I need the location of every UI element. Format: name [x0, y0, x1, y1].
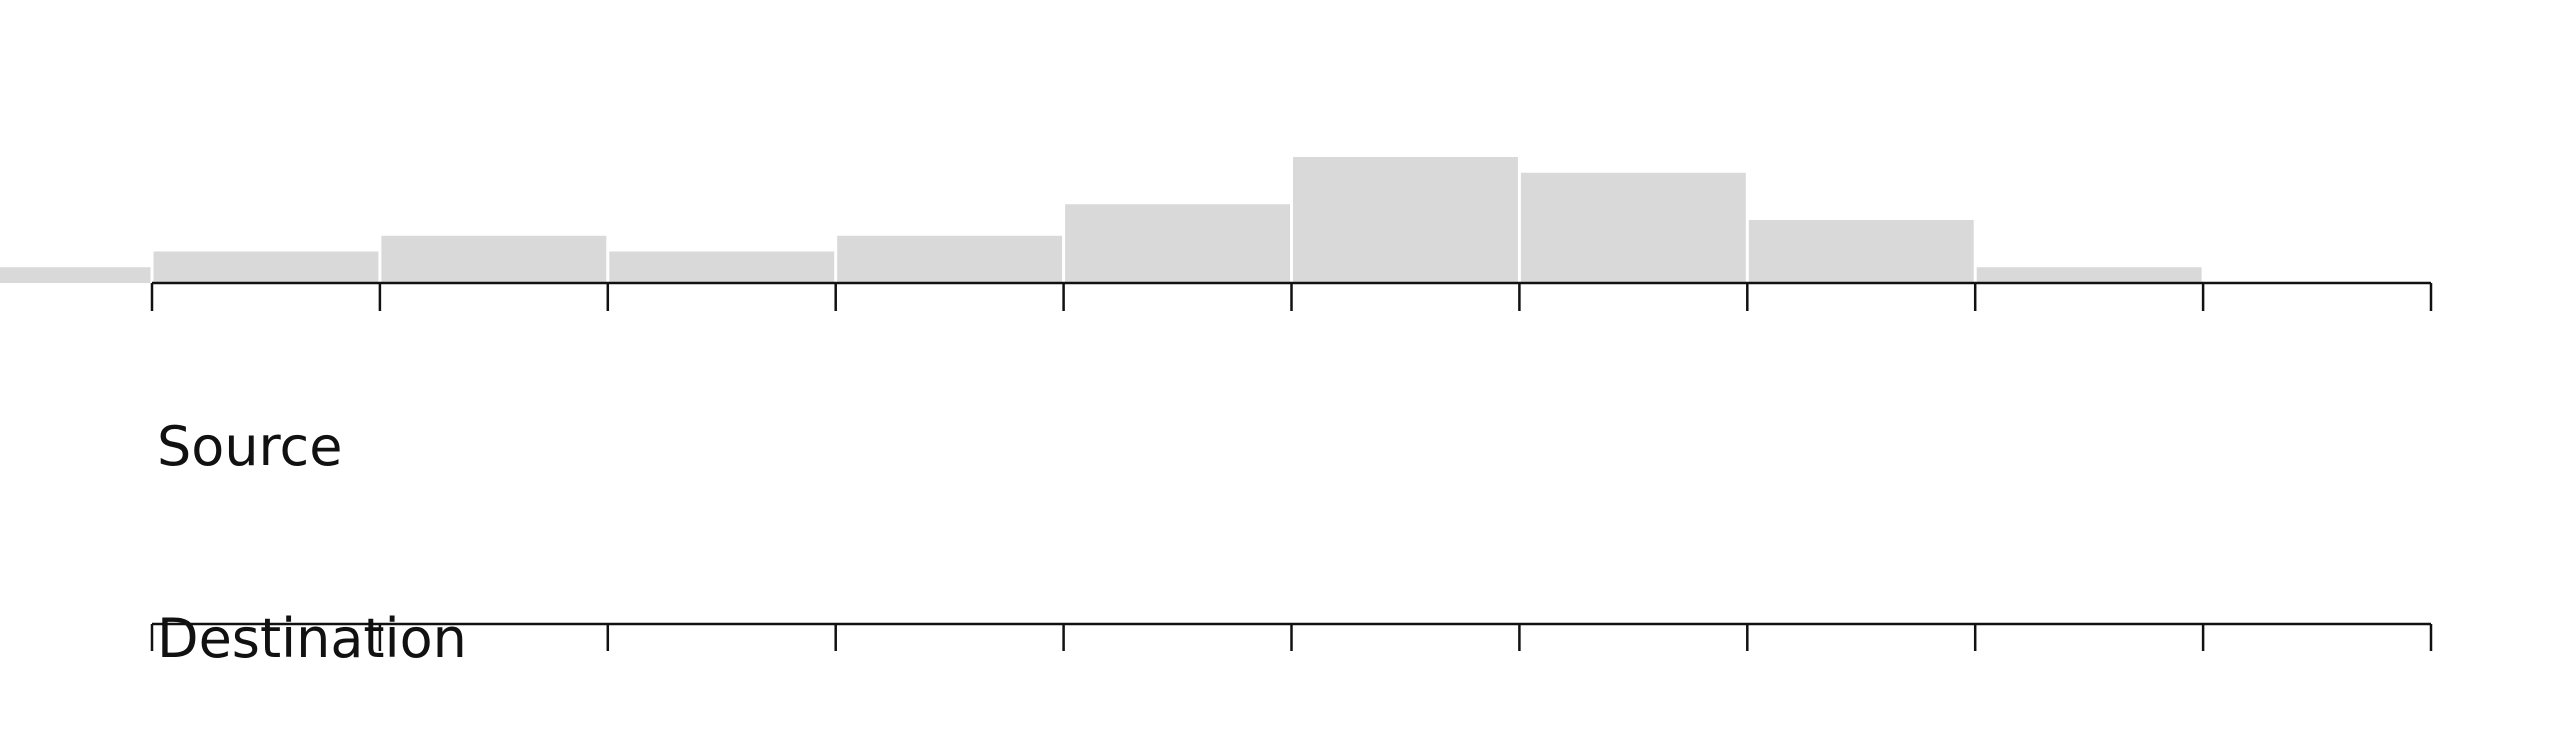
- bar: [1065, 204, 1290, 283]
- bar: [153, 251, 379, 283]
- bar: [381, 235, 607, 283]
- bars: [0, 157, 2202, 283]
- bar: [1520, 172, 1746, 283]
- bar: [837, 235, 1063, 283]
- destination-label: Destination: [157, 607, 467, 670]
- bar: [609, 251, 835, 283]
- bar: [1748, 220, 1974, 283]
- bar: [1293, 157, 1518, 283]
- bar: [1976, 267, 2202, 283]
- bar: [0, 267, 151, 283]
- axes: [150, 281, 2433, 651]
- source-label: Source: [157, 415, 342, 478]
